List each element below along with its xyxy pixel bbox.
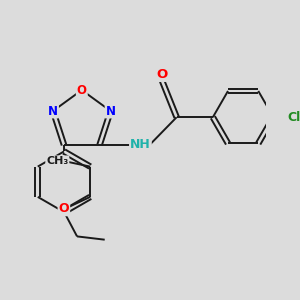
Text: N: N <box>48 104 58 118</box>
Text: CH₃: CH₃ <box>46 156 68 166</box>
Text: O: O <box>77 84 87 97</box>
Text: Cl: Cl <box>287 111 300 124</box>
Text: O: O <box>58 202 69 215</box>
Text: NH: NH <box>130 138 151 152</box>
Text: O: O <box>157 68 168 81</box>
Text: N: N <box>106 104 116 118</box>
